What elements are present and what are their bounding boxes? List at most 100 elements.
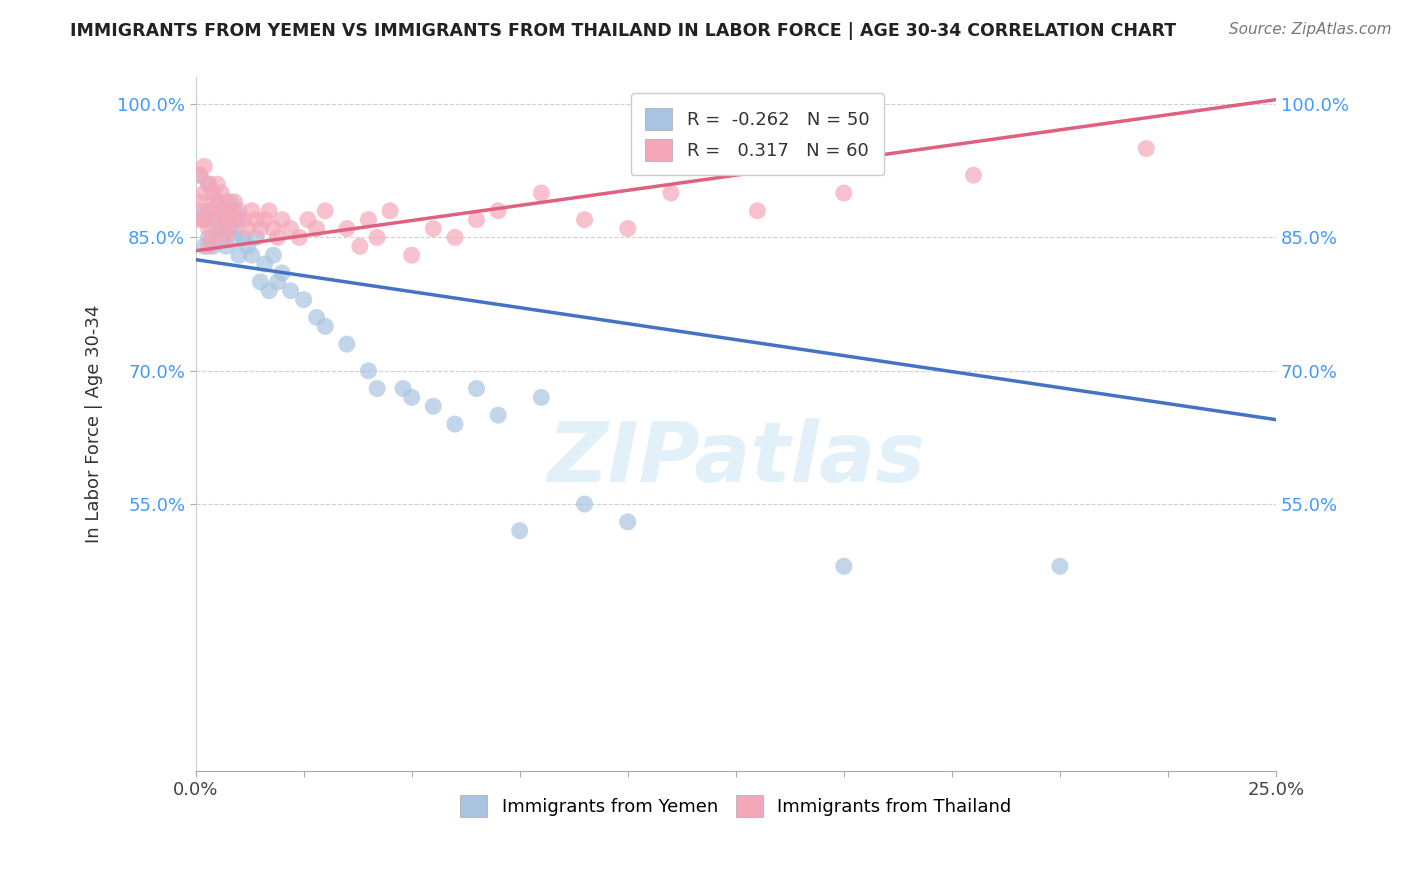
- Point: [486, 203, 509, 218]
- Point: [357, 364, 380, 378]
- Point: [201, 212, 224, 227]
- Point: [245, 212, 267, 227]
- Point: [509, 524, 531, 538]
- Point: [465, 382, 488, 396]
- Point: [228, 248, 250, 262]
- Point: [253, 257, 276, 271]
- Point: [366, 382, 388, 396]
- Point: [193, 212, 215, 227]
- Point: [215, 230, 238, 244]
- Text: Source: ZipAtlas.com: Source: ZipAtlas.com: [1229, 22, 1392, 37]
- Point: [271, 266, 294, 280]
- Point: [422, 399, 444, 413]
- Point: [232, 230, 254, 244]
- Point: [205, 177, 228, 191]
- Point: [257, 203, 280, 218]
- Point: [232, 212, 254, 227]
- Point: [267, 230, 290, 244]
- Point: [747, 203, 769, 218]
- Point: [201, 230, 224, 244]
- Point: [205, 212, 228, 227]
- Point: [530, 391, 553, 405]
- Point: [201, 203, 224, 218]
- Point: [378, 203, 401, 218]
- Point: [224, 203, 246, 218]
- Point: [832, 186, 855, 200]
- Point: [211, 203, 233, 218]
- Point: [224, 212, 246, 227]
- Point: [280, 221, 302, 235]
- Point: [249, 275, 271, 289]
- Point: [349, 239, 371, 253]
- Y-axis label: In Labor Force | Age 30-34: In Labor Force | Age 30-34: [86, 305, 103, 543]
- Point: [271, 212, 294, 227]
- Point: [280, 284, 302, 298]
- Point: [193, 159, 215, 173]
- Point: [219, 221, 242, 235]
- Point: [314, 319, 336, 334]
- Point: [197, 177, 219, 191]
- Point: [530, 186, 553, 200]
- Point: [249, 221, 271, 235]
- Point: [197, 177, 219, 191]
- Point: [240, 248, 263, 262]
- Legend: Immigrants from Yemen, Immigrants from Thailand: Immigrants from Yemen, Immigrants from T…: [453, 788, 1019, 824]
- Point: [228, 203, 250, 218]
- Point: [219, 221, 242, 235]
- Point: [197, 203, 219, 218]
- Point: [188, 203, 211, 218]
- Point: [357, 212, 380, 227]
- Text: IMMIGRANTS FROM YEMEN VS IMMIGRANTS FROM THAILAND IN LABOR FORCE | AGE 30-34 COR: IMMIGRANTS FROM YEMEN VS IMMIGRANTS FROM…: [70, 22, 1177, 40]
- Point: [197, 239, 219, 253]
- Point: [211, 203, 233, 218]
- Point: [422, 221, 444, 235]
- Point: [305, 221, 328, 235]
- Point: [201, 239, 224, 253]
- Point: [193, 186, 215, 200]
- Point: [193, 239, 215, 253]
- Point: [211, 221, 233, 235]
- Point: [205, 194, 228, 209]
- Point: [219, 194, 242, 209]
- Point: [401, 391, 423, 405]
- Point: [240, 203, 263, 218]
- Point: [262, 248, 284, 262]
- Point: [616, 221, 638, 235]
- Point: [201, 186, 224, 200]
- Point: [314, 203, 336, 218]
- Point: [616, 515, 638, 529]
- Point: [253, 212, 276, 227]
- Point: [197, 203, 219, 218]
- Point: [211, 230, 233, 244]
- Point: [574, 497, 596, 511]
- Point: [288, 230, 311, 244]
- Point: [188, 212, 211, 227]
- Point: [392, 382, 415, 396]
- Point: [262, 221, 284, 235]
- Point: [236, 221, 259, 235]
- Point: [215, 239, 238, 253]
- Point: [832, 559, 855, 574]
- Point: [224, 230, 246, 244]
- Point: [257, 284, 280, 298]
- Point: [292, 293, 315, 307]
- Point: [486, 408, 509, 422]
- Point: [215, 212, 238, 227]
- Point: [193, 212, 215, 227]
- Point: [1049, 559, 1071, 574]
- Point: [205, 194, 228, 209]
- Point: [1135, 142, 1157, 156]
- Point: [219, 203, 242, 218]
- Point: [574, 212, 596, 227]
- Text: ZIPatlas: ZIPatlas: [547, 418, 925, 500]
- Point: [215, 212, 238, 227]
- Point: [188, 168, 211, 182]
- Point: [962, 168, 984, 182]
- Point: [444, 230, 467, 244]
- Point: [211, 186, 233, 200]
- Point: [224, 194, 246, 209]
- Point: [366, 230, 388, 244]
- Point: [245, 230, 267, 244]
- Point: [336, 337, 359, 351]
- Point: [228, 212, 250, 227]
